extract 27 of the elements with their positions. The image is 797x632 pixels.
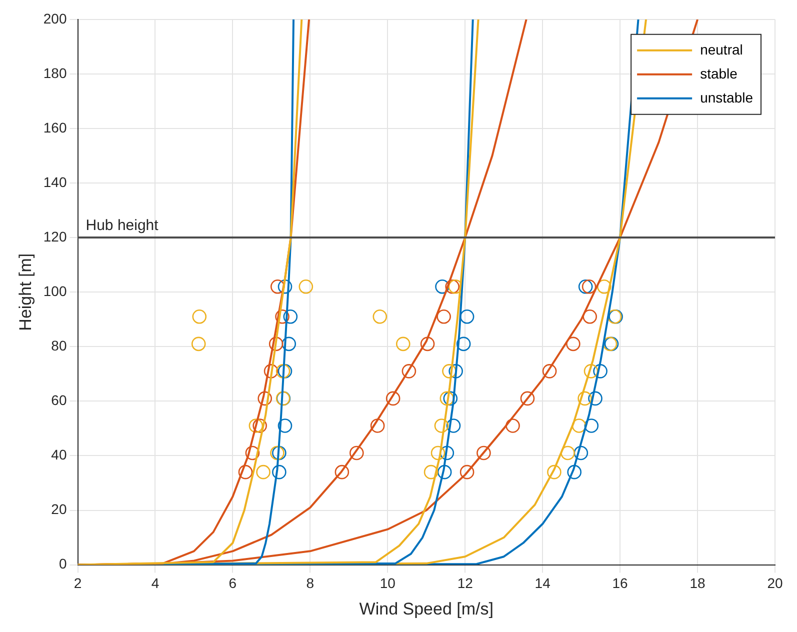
x-tick-label: 12	[457, 575, 474, 592]
y-tick-label: 20	[51, 501, 67, 518]
y-axis-title: Height [m]	[16, 253, 35, 331]
x-tick-label: 10	[380, 575, 396, 592]
y-tick-label: 0	[58, 556, 67, 572]
x-tick-label: 16	[612, 575, 628, 592]
x-tick-label: 4	[151, 575, 160, 592]
y-tick-label: 180	[43, 64, 67, 81]
x-tick-label: 18	[690, 575, 706, 592]
legend-label: neutral	[700, 41, 743, 58]
legend-label: stable	[700, 65, 738, 82]
y-tick-label: 100	[43, 282, 67, 299]
y-tick-label: 60	[51, 392, 67, 408]
x-tick-label: 20	[767, 575, 783, 592]
x-tick-label: 2	[74, 575, 82, 592]
y-tick-label: 200	[43, 10, 67, 26]
y-tick-label: 120	[43, 228, 67, 244]
legend-label: unstable	[700, 89, 754, 106]
y-tick-label: 80	[51, 338, 67, 354]
y-tick-label: 160	[43, 119, 67, 136]
y-tick-label: 40	[51, 446, 67, 463]
ref-line-label: Hub height	[86, 217, 160, 234]
x-tick-label: 8	[306, 575, 314, 592]
x-tick-label: 14	[534, 575, 551, 592]
x-tick-label: 6	[228, 575, 237, 592]
x-axis-title: Wind Speed [m/s]	[359, 599, 494, 618]
y-tick-label: 140	[43, 174, 67, 190]
